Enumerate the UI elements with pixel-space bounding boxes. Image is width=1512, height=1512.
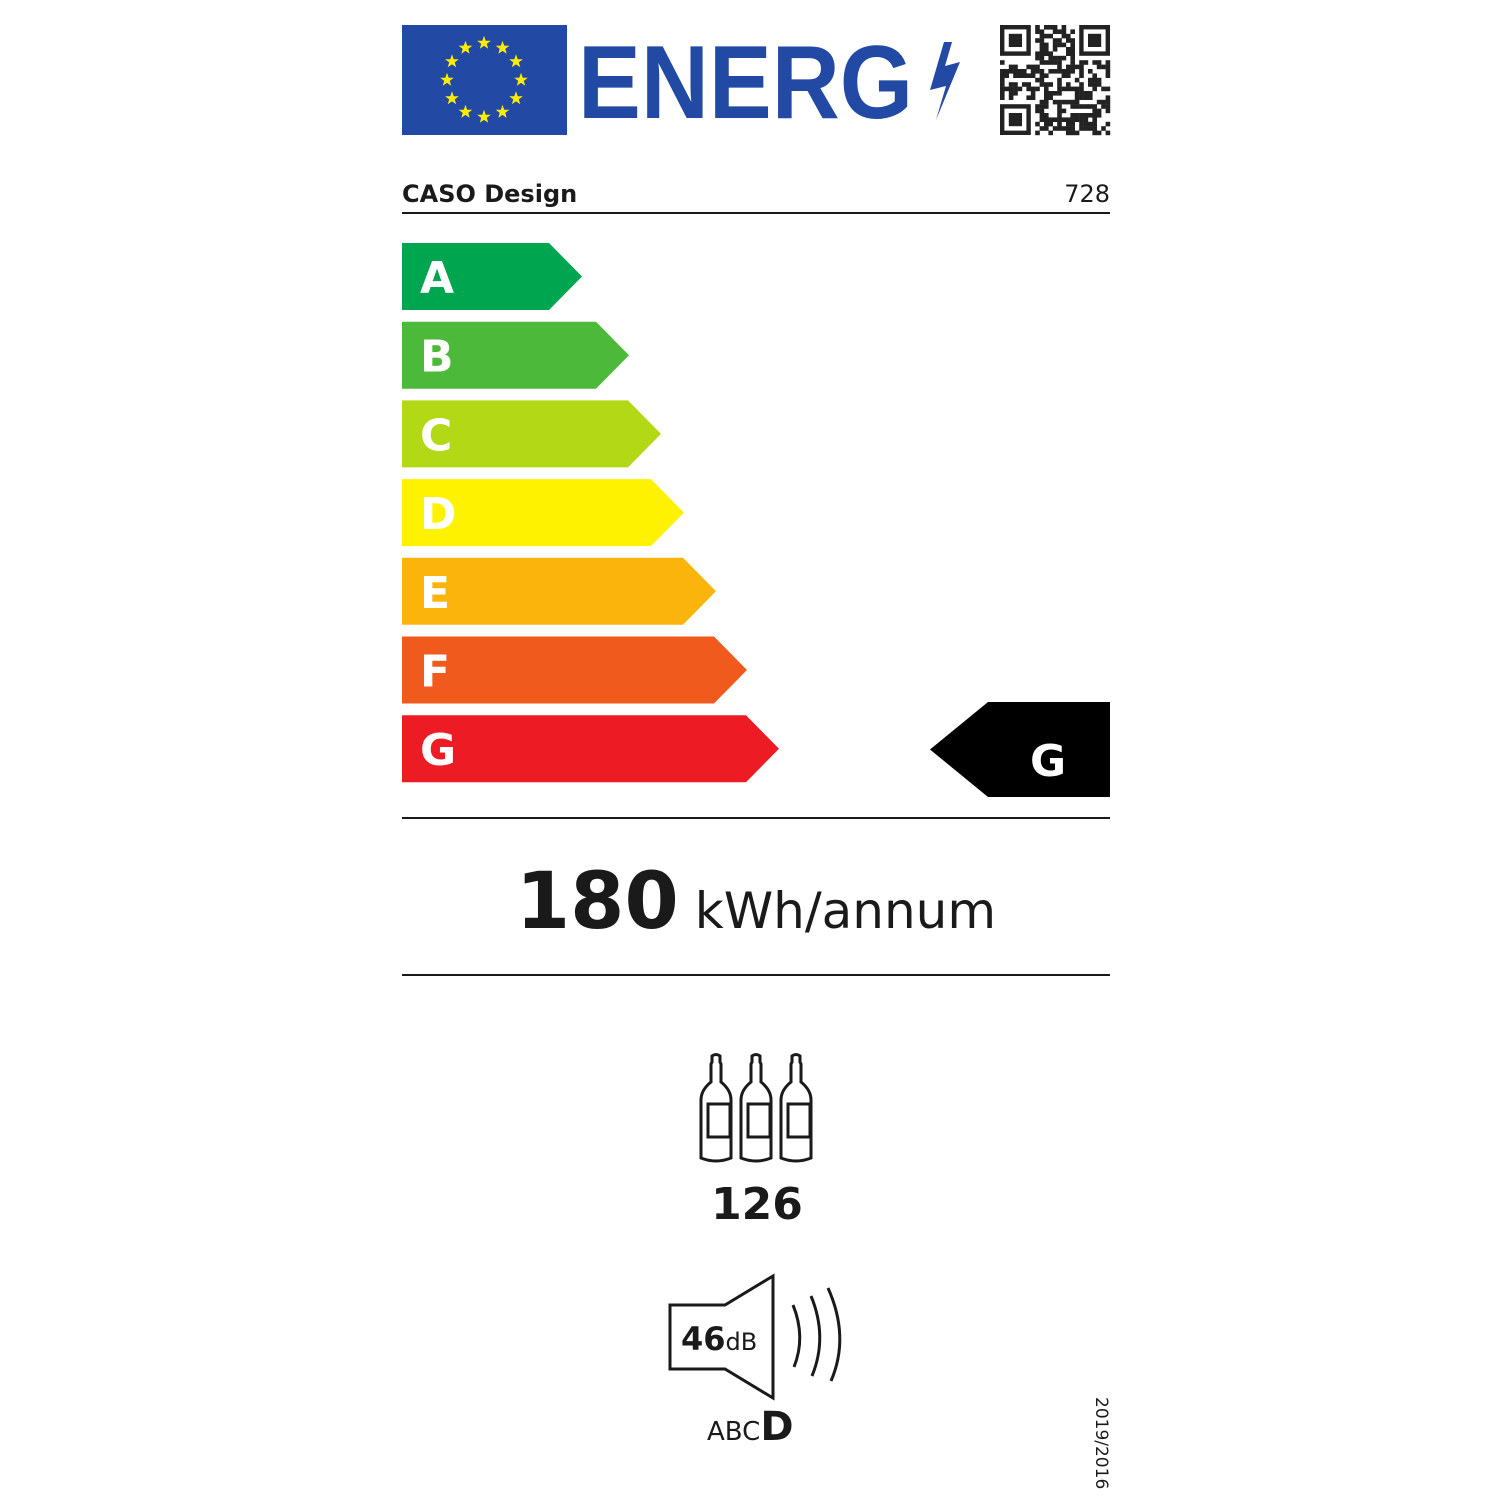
star-icon bbox=[458, 104, 473, 118]
energy-class-a: A bbox=[402, 243, 582, 310]
energy-class-c: C bbox=[402, 400, 661, 468]
noise-class: ABCD bbox=[707, 1404, 794, 1450]
class-letter: G bbox=[420, 725, 456, 776]
speaker-icon bbox=[668, 1273, 842, 1401]
energy-class-f: F bbox=[402, 636, 747, 704]
bottle-capacity: 126 bbox=[711, 1179, 803, 1230]
supplier-name: CASO Design bbox=[402, 180, 577, 208]
class-arrow bbox=[402, 557, 716, 625]
energy-class-g: G bbox=[402, 715, 779, 783]
qr-code-icon bbox=[1000, 25, 1111, 136]
wine-bottles-icon bbox=[699, 1053, 813, 1163]
star-icon bbox=[458, 40, 473, 54]
noise-class-value: D bbox=[760, 1404, 793, 1450]
star-icon bbox=[440, 72, 454, 86]
star-icon bbox=[445, 54, 459, 68]
class-letter: F bbox=[420, 647, 450, 698]
star-icon bbox=[495, 104, 510, 118]
energy-class-b: B bbox=[402, 321, 629, 389]
class-letter: E bbox=[420, 568, 450, 619]
class-arrow bbox=[402, 479, 684, 547]
star-icon bbox=[445, 91, 459, 105]
model-identifier: 728 bbox=[1064, 180, 1110, 208]
class-arrow bbox=[402, 636, 747, 704]
class-arrow bbox=[402, 715, 779, 783]
consumption-unit: kWh/annum bbox=[695, 882, 996, 940]
noise-unit: dB bbox=[726, 1328, 758, 1356]
rating-indicator: G bbox=[930, 702, 1110, 797]
class-arrow bbox=[402, 321, 629, 389]
class-arrow bbox=[402, 243, 582, 310]
eu-flag-logo bbox=[402, 25, 567, 135]
class-arrow bbox=[402, 400, 661, 468]
star-icon bbox=[477, 35, 491, 49]
bottle-icon bbox=[739, 1053, 773, 1163]
rating-letter: G bbox=[1030, 736, 1066, 787]
divider bbox=[402, 212, 1110, 214]
class-letter: A bbox=[420, 253, 454, 304]
star-icon bbox=[495, 40, 510, 54]
bottle-icon bbox=[699, 1053, 733, 1163]
noise-level: 46dB bbox=[681, 1320, 757, 1358]
noise-class-scale: ABC bbox=[707, 1417, 760, 1447]
star-icon bbox=[509, 54, 523, 68]
divider bbox=[402, 817, 1110, 819]
class-letter: C bbox=[420, 410, 452, 461]
consumption-value: 180 bbox=[516, 857, 679, 947]
energy-class-d: D bbox=[402, 479, 684, 547]
energy-class-e: E bbox=[402, 557, 716, 625]
energy-logo-text: ENERG bbox=[578, 25, 913, 141]
regulation-number: 2019/2016 bbox=[1091, 1397, 1111, 1489]
bottle-icon bbox=[779, 1053, 813, 1163]
class-letter: D bbox=[420, 489, 457, 540]
star-icon bbox=[514, 72, 528, 86]
class-letter: B bbox=[420, 332, 454, 383]
divider bbox=[402, 974, 1110, 976]
star-icon bbox=[509, 91, 523, 105]
energy-consumption: 180 kWh/annum bbox=[516, 857, 996, 947]
noise-value: 46 bbox=[681, 1320, 726, 1358]
star-icon bbox=[477, 109, 491, 123]
lightning-icon bbox=[930, 42, 960, 120]
